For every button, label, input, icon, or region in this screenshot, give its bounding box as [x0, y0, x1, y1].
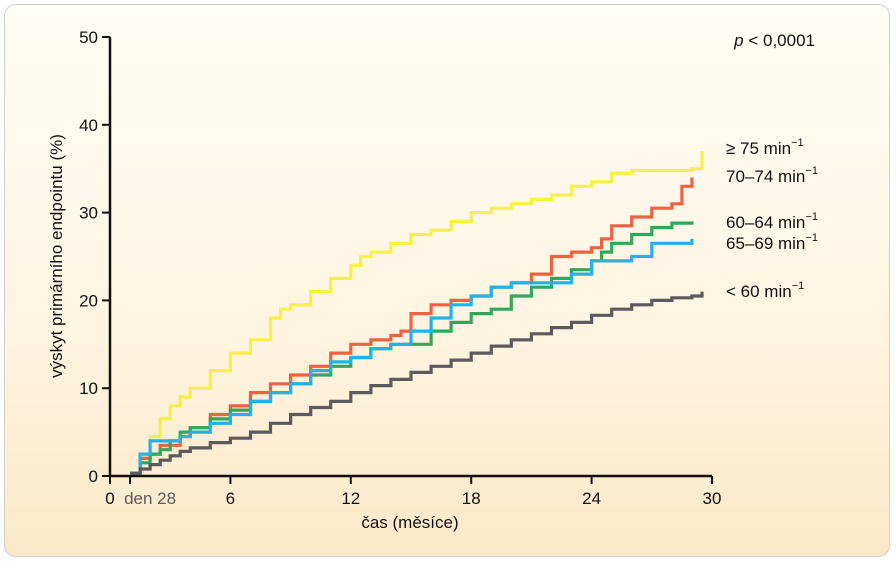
x-tick-label: 18	[462, 489, 481, 508]
y-tick-label: 20	[79, 291, 98, 310]
x-tick-label: 30	[703, 489, 722, 508]
x-tick-label-day28: den 28	[124, 489, 176, 508]
legend-name: 65–69 min	[726, 234, 805, 253]
legend-label-0: ≥ 75 min−1	[726, 137, 804, 158]
legend-name: ≥ 75 min	[726, 139, 791, 158]
series-line-2	[130, 221, 694, 475]
legend-name: 60–64 min	[726, 213, 805, 232]
x-tick-label: 24	[582, 489, 601, 508]
series-lines	[130, 151, 704, 475]
y-tick-label: 10	[79, 379, 98, 398]
series-line-0	[130, 151, 704, 475]
p-value-text: < 0,0001	[744, 31, 815, 50]
legend-label-2: 60–64 min−1	[726, 211, 818, 232]
legend-label-3: 65–69 min−1	[726, 232, 818, 253]
legend: ≥ 75 min−170–74 min−160–64 min−165–69 mi…	[726, 137, 818, 301]
legend-label-4: < 60 min−1	[726, 280, 804, 301]
x-tick-label: 0	[105, 489, 114, 508]
series-line-4	[130, 291, 704, 475]
y-tick-label: 30	[79, 204, 98, 223]
y-axis-title: výskyt primárního endpointu (%)	[47, 134, 66, 378]
p-value-annotation: p < 0,0001	[733, 31, 815, 50]
legend-sup: −1	[805, 232, 818, 244]
series-line-3	[130, 238, 694, 475]
y-tick-label: 0	[89, 467, 98, 486]
y-tick-label: 40	[79, 116, 98, 135]
legend-sup: −1	[805, 165, 818, 177]
axes: 0 10 20 30 40 50 0 6 12 18 24 30 den 28	[79, 28, 721, 508]
series-line-1	[130, 177, 694, 475]
p-value-symbol: p	[733, 31, 743, 50]
legend-label-1: 70–74 min−1	[726, 165, 818, 186]
legend-sup: −1	[805, 211, 818, 223]
x-tick-label: 12	[341, 489, 360, 508]
x-axis-title: čas (měsíce)	[361, 513, 458, 532]
legend-sup: −1	[791, 137, 804, 149]
y-tick-label: 50	[79, 28, 98, 47]
legend-sup: −1	[792, 280, 805, 292]
legend-name: 70–74 min	[726, 167, 805, 186]
x-tick-label: 6	[226, 489, 235, 508]
legend-name: < 60 min	[726, 282, 792, 301]
